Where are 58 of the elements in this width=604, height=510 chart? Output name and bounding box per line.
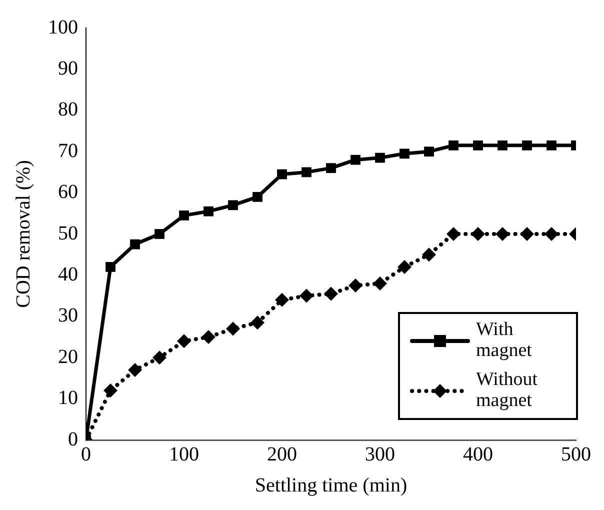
y-tick-label: 60 <box>58 181 78 204</box>
point <box>130 239 140 250</box>
point <box>128 362 142 377</box>
y-tick-label: 90 <box>58 57 78 80</box>
point <box>179 210 189 220</box>
point <box>252 192 262 202</box>
point <box>350 154 360 165</box>
point <box>250 316 264 330</box>
point <box>204 206 214 216</box>
point <box>522 140 532 150</box>
y-axis-title: COD removal (%) <box>12 160 34 308</box>
point <box>424 146 434 157</box>
point <box>473 140 483 150</box>
y-tick-label: 100 <box>48 16 78 38</box>
point <box>202 330 216 344</box>
point <box>422 248 436 262</box>
point <box>448 140 458 150</box>
point <box>104 384 118 398</box>
point <box>226 322 240 336</box>
point <box>471 227 485 241</box>
y-tick-label: 80 <box>58 98 78 121</box>
y-tick-label: 30 <box>58 304 78 327</box>
point <box>277 169 287 180</box>
point <box>546 140 556 150</box>
point <box>324 286 338 301</box>
y-tick-label: 10 <box>58 387 78 410</box>
point <box>348 278 362 292</box>
point <box>400 148 410 159</box>
point <box>498 140 508 150</box>
point <box>398 260 412 274</box>
point <box>154 229 164 239</box>
point <box>275 292 289 307</box>
point <box>373 276 387 290</box>
point <box>152 350 166 365</box>
y-tick-label: 70 <box>58 140 78 162</box>
x-tick-label: 400 <box>463 443 493 466</box>
x-axis-title: Settling time (min) <box>254 474 408 496</box>
legend-label: Without magnet <box>476 368 539 412</box>
x-tick-label: 200 <box>267 443 297 466</box>
point <box>300 288 314 303</box>
point <box>302 167 312 178</box>
point <box>177 334 191 348</box>
y-tick-label: 0 <box>68 428 78 450</box>
point <box>375 152 385 163</box>
point <box>106 262 116 272</box>
point <box>228 200 238 210</box>
point <box>544 227 558 241</box>
legend-label: With magnet <box>476 319 533 362</box>
point <box>326 163 336 174</box>
x-tick-label: 500 <box>561 443 591 466</box>
point <box>520 227 534 241</box>
point <box>446 227 460 241</box>
y-tick-label: 50 <box>58 222 78 244</box>
y-tick-label: 40 <box>58 263 78 286</box>
x-tick-label: 100 <box>169 443 199 466</box>
point <box>496 227 510 241</box>
x-tick-label: 300 <box>365 443 395 466</box>
y-tick-label: 20 <box>58 346 78 368</box>
